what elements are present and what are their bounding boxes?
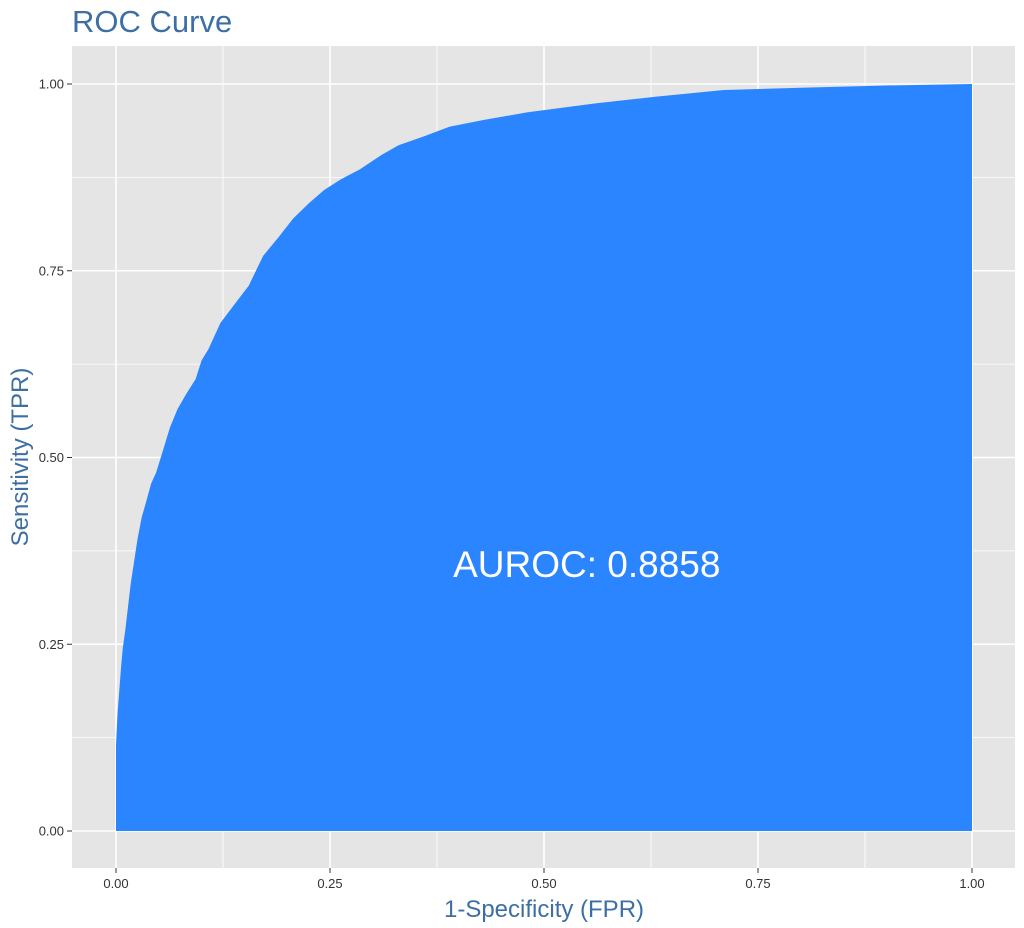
y-axis-title: Sensitivity (TPR) [7, 368, 34, 547]
y-tick-label: 0.25 [39, 637, 64, 652]
x-tick-label: 0.50 [531, 876, 556, 891]
x-tick-label: 1.00 [959, 876, 984, 891]
y-tick-label: 1.00 [39, 77, 64, 92]
x-axis-title: 1-Specificity (FPR) [444, 896, 644, 923]
x-tick-label: 0.75 [745, 876, 770, 891]
roc-area [116, 84, 972, 831]
x-tick-label: 0.00 [103, 876, 128, 891]
y-tick-label: 0.75 [39, 263, 64, 278]
chart-title: ROC Curve [72, 4, 232, 39]
y-tick-label: 0.50 [39, 450, 64, 465]
auroc-annotation: AUROC: 0.8858 [453, 544, 720, 585]
x-tick-label: 0.25 [317, 876, 342, 891]
axis-ticks: 0.00 0.25 0.50 0.75 1.00 0.00 0.25 0.50 0.75 1.00 [39, 77, 985, 892]
y-tick-label: 0.00 [39, 824, 64, 839]
